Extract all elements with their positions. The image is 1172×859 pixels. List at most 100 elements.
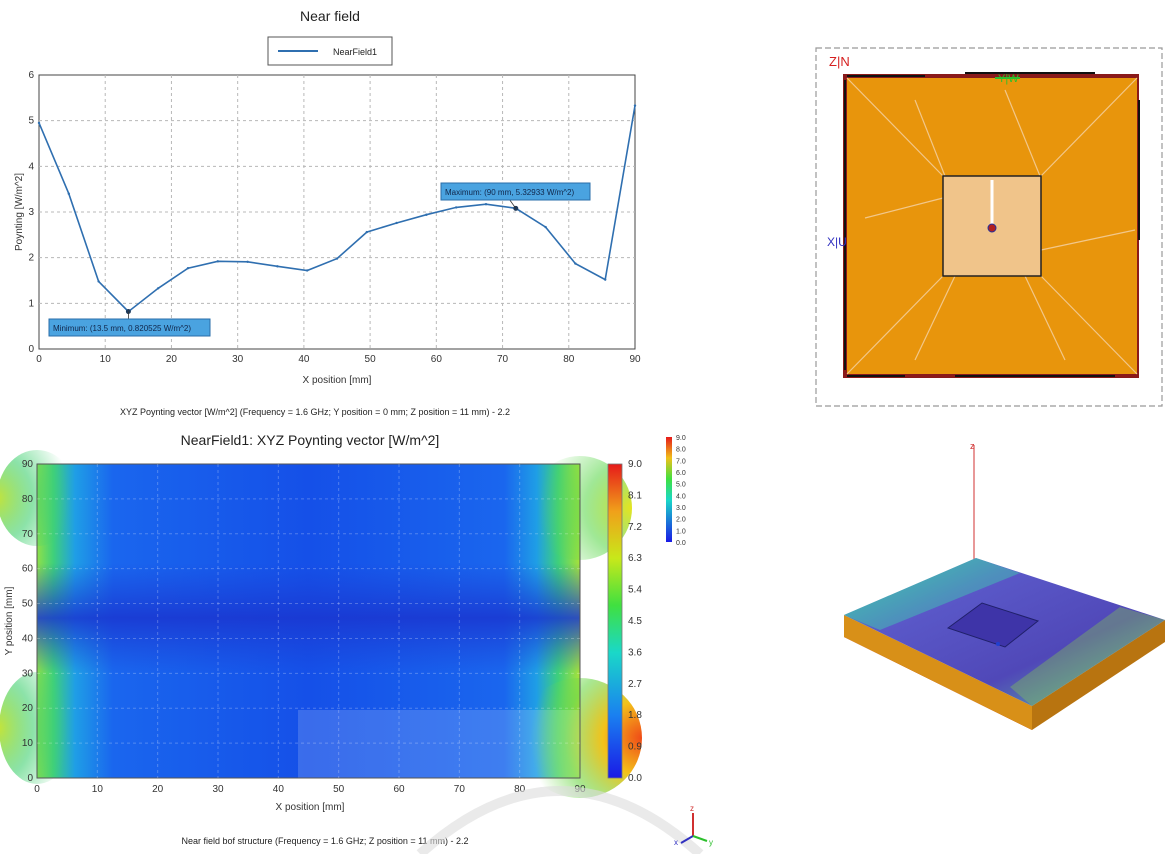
min-annotation-label: Minimum: (13.5 mm, 0.820525 W/m^2) (53, 324, 191, 333)
heatmap-caption: Near field bof structure (Frequency = 1.… (182, 836, 469, 846)
watermark-overlay (298, 710, 580, 778)
legend-entry-nearfield1: NearField1 (333, 47, 377, 57)
hm-x-tick-50: 50 (333, 784, 345, 795)
data-point-18 (574, 262, 577, 265)
y-tick-6: 6 (28, 70, 34, 81)
mini-tick-9: 0.0 (676, 540, 686, 547)
data-point-14 (455, 206, 458, 209)
data-point-4 (157, 287, 160, 290)
colorbar-tick-7: 2.7 (628, 679, 642, 690)
hm-y-tick-0: 0 (27, 773, 33, 784)
mini-tick-6: 3.0 (676, 505, 686, 512)
iso-view-svg: 9.0 8.0 7.0 6.0 5.0 4.0 3.0 2.0 1.0 0.0 z (666, 435, 1165, 730)
data-point-9 (306, 269, 309, 272)
heatmap-x-ticks: 0 10 20 30 40 50 60 70 80 90 (34, 784, 586, 795)
y-tick-1: 1 (28, 298, 34, 309)
hm-y-tick-30: 30 (22, 668, 34, 679)
slab-top-highlight (844, 558, 1020, 630)
colorbar-tick-8: 1.8 (628, 710, 642, 721)
slab-front-left (844, 615, 1032, 730)
y-tick-4: 4 (28, 161, 34, 172)
triad-icon: z x y (674, 804, 713, 847)
x-tick-50: 50 (365, 354, 377, 365)
slab-front-right (1032, 620, 1165, 730)
line-x-axis-label: X position [mm] (303, 375, 372, 386)
data-point-0 (37, 121, 41, 125)
min-annotation: Minimum: (13.5 mm, 0.820525 W/m^2) (48, 311, 211, 337)
x-tick-40: 40 (298, 354, 310, 365)
x-tick-70: 70 (497, 354, 509, 365)
max-annotation: Maximum: (90 mm, 5.32933 W/m^2) (440, 182, 591, 209)
line-chart-legend: NearField1 (267, 36, 393, 66)
y-tick-2: 2 (28, 253, 34, 264)
mesh-lines (846, 77, 1138, 375)
line-y-axis-label: Poynting [W/m^2] (14, 173, 25, 251)
colorbar-tick-6: 3.6 (628, 647, 642, 658)
x-tick-80: 80 (563, 354, 575, 365)
hm-y-tick-80: 80 (22, 494, 34, 505)
iso-feed-point (996, 642, 1000, 646)
data-point-8 (276, 265, 279, 268)
triad-y-label: y (709, 838, 713, 847)
line-chart-svg: Near field NearField1 0 10 20 30 40 50 60 70 80 9… (14, 8, 641, 417)
hm-x-tick-80: 80 (514, 784, 526, 795)
feed-point (987, 223, 997, 233)
max-annotation-label: Maximum: (90 mm, 5.32933 W/m^2) (445, 188, 574, 197)
hm-y-tick-20: 20 (22, 703, 34, 714)
hm-x-tick-40: 40 (273, 784, 285, 795)
data-point-1 (67, 192, 71, 195)
view-boundary (815, 47, 1163, 407)
data-point-6 (216, 260, 219, 263)
axis-triad: z x y (673, 803, 719, 849)
data-point-11 (365, 230, 368, 234)
structure-3d-view: 9.0 8.0 7.0 6.0 5.0 4.0 3.0 2.0 1.0 0.0 z (666, 425, 1172, 854)
data-point-10 (335, 257, 339, 260)
y-tick-3: 3 (28, 207, 34, 218)
x-tick-20: 20 (166, 354, 178, 365)
hm-y-tick-50: 50 (22, 599, 34, 610)
data-point-13 (425, 213, 428, 216)
mini-tick-8: 1.0 (676, 528, 686, 535)
x-tick-60: 60 (431, 354, 443, 365)
data-point-2 (97, 280, 100, 283)
hm-y-tick-90: 90 (22, 459, 34, 470)
heatmap-center-band (37, 563, 580, 673)
data-point-19 (604, 278, 607, 281)
mini-colorbar-gradient (666, 437, 672, 542)
triad-z-label: z (690, 804, 694, 813)
axis-label-xu: X|U (827, 235, 847, 249)
axis-label-zn: Z|N (829, 54, 850, 69)
colorbar-tick-0: 9.0 (628, 459, 642, 470)
hm-x-tick-30: 30 (212, 784, 224, 795)
line-y-ticks: 0 1 2 3 4 5 6 (28, 70, 34, 355)
slab-bottom-highlight (1010, 607, 1165, 706)
data-point-20 (633, 104, 637, 107)
hm-x-tick-70: 70 (454, 784, 466, 795)
hm-x-tick-10: 10 (92, 784, 104, 795)
line-chart-title: Near field (300, 8, 360, 24)
plate-border-marks (844, 72, 1140, 377)
line-chart-caption: XYZ Poynting vector [W/m^2] (Frequency =… (120, 407, 510, 417)
watermark-arc (416, 786, 704, 858)
x-tick-30: 30 (232, 354, 244, 365)
axis-label-green: Y|W (998, 73, 1019, 85)
x-tick-90: 90 (629, 354, 641, 365)
line-x-ticks: 0 10 20 30 40 50 60 70 80 90 (36, 354, 641, 365)
colorbar-ticks: 9.0 8.1 7.2 6.3 5.4 4.5 3.6 2.7 1.8 0.9 0.0 (628, 459, 642, 784)
mini-tick-7: 2.0 (676, 517, 686, 524)
hm-x-tick-20: 20 (152, 784, 164, 795)
colorbar-tick-1: 8.1 (628, 490, 642, 501)
hm-x-tick-60: 60 (393, 784, 405, 795)
hm-y-tick-60: 60 (22, 564, 34, 575)
colorbar-tick-10: 0.0 (628, 773, 642, 784)
structure-top-view: Y|W Z|N X|U (805, 40, 1170, 412)
line-chart-grid (39, 75, 635, 349)
hm-y-tick-70: 70 (22, 529, 34, 540)
mini-colorbar: 9.0 8.0 7.0 6.0 5.0 4.0 3.0 2.0 1.0 0.0 (666, 435, 686, 547)
x-tick-10: 10 (100, 354, 112, 365)
mini-colorbar-ticks: 9.0 8.0 7.0 6.0 5.0 4.0 3.0 2.0 1.0 0.0 (676, 435, 686, 547)
mini-tick-0: 9.0 (676, 435, 686, 442)
data-point-12 (395, 221, 398, 225)
iso-z-axis-label: z (970, 441, 975, 451)
mini-tick-4: 5.0 (676, 482, 686, 489)
